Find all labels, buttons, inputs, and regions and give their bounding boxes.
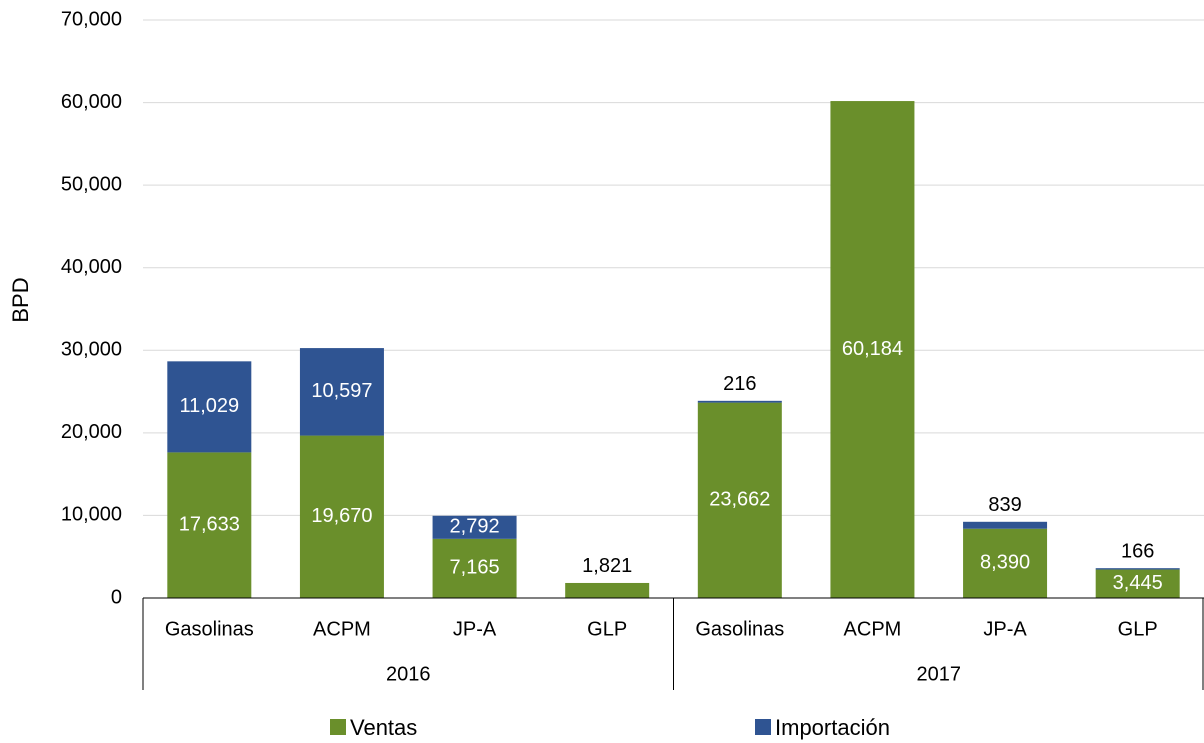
x-tick-label: Gasolinas bbox=[165, 618, 254, 640]
data-label: 60,184 bbox=[842, 338, 903, 360]
legend-swatch bbox=[330, 719, 346, 735]
y-axis-label: BPD bbox=[8, 277, 33, 322]
x-tick-label: GLP bbox=[1118, 618, 1158, 640]
y-tick-label: 10,000 bbox=[61, 504, 122, 526]
bar-segment bbox=[432, 538, 517, 598]
data-label: 216 bbox=[723, 373, 756, 395]
legend-label: Importación bbox=[775, 715, 890, 740]
bar-segment bbox=[565, 582, 650, 598]
x-tick-label: ACPM bbox=[844, 618, 902, 640]
data-label: 17,633 bbox=[179, 513, 240, 535]
data-label: 19,670 bbox=[311, 505, 372, 527]
y-tick-label: 0 bbox=[111, 586, 122, 608]
legend-label: Ventas bbox=[350, 715, 417, 740]
x-tick-label: JP-A bbox=[453, 618, 497, 640]
y-tick-label: 60,000 bbox=[61, 91, 122, 113]
bar-segment bbox=[167, 452, 252, 598]
bar-segment bbox=[963, 521, 1048, 529]
y-tick-label: 30,000 bbox=[61, 339, 122, 361]
data-label: 7,165 bbox=[450, 557, 500, 579]
x-tick-label: GLP bbox=[587, 618, 627, 640]
bar-segment bbox=[167, 361, 252, 453]
data-label: 839 bbox=[988, 494, 1021, 516]
bar-segment bbox=[963, 528, 1048, 598]
group-label: 2016 bbox=[386, 663, 431, 685]
y-tick-label: 20,000 bbox=[61, 421, 122, 443]
data-label: 2,792 bbox=[450, 516, 500, 538]
bar-segment bbox=[830, 101, 915, 598]
x-tick-label: JP-A bbox=[983, 618, 1027, 640]
data-label: 166 bbox=[1121, 540, 1154, 562]
bar-segment bbox=[1095, 569, 1180, 598]
legend-swatch bbox=[755, 719, 771, 735]
data-label: 8,390 bbox=[980, 552, 1030, 574]
x-tick-label: ACPM bbox=[313, 618, 371, 640]
y-tick-label: 40,000 bbox=[61, 256, 122, 278]
bar-segment bbox=[299, 348, 384, 436]
bar-segment bbox=[1095, 568, 1180, 570]
data-label: 23,662 bbox=[709, 489, 770, 511]
data-label: 10,597 bbox=[311, 380, 372, 402]
group-label: 2017 bbox=[917, 663, 962, 685]
data-label: 3,445 bbox=[1113, 572, 1163, 594]
data-label: 1,821 bbox=[582, 555, 632, 577]
bar-segment bbox=[432, 515, 517, 539]
bar-segment bbox=[299, 435, 384, 598]
data-label: 11,029 bbox=[179, 395, 239, 417]
bar-segment bbox=[697, 400, 782, 403]
x-tick-label: Gasolinas bbox=[695, 618, 784, 640]
bar-segment bbox=[697, 402, 782, 598]
y-tick-label: 70,000 bbox=[61, 8, 122, 30]
y-tick-label: 50,000 bbox=[61, 173, 122, 195]
